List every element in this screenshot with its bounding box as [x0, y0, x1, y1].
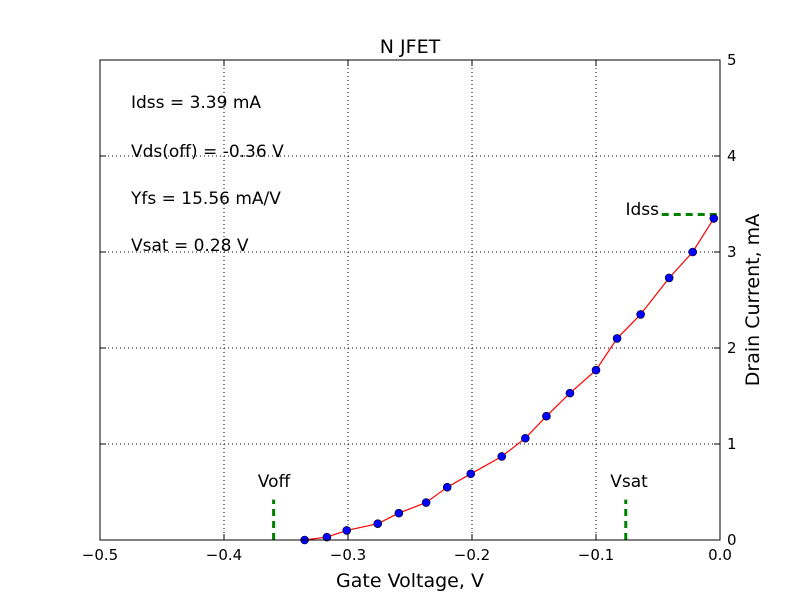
voff-label: Voff: [258, 472, 292, 492]
data-point: [709, 214, 719, 223]
plot-area: [100, 60, 720, 540]
annotation-yfs: Yfs = 15.56 mA/V: [130, 189, 281, 209]
data-point: [394, 508, 404, 518]
reference-lines: [272, 213, 720, 540]
x-tick-label: −0.4: [206, 546, 242, 564]
data-point: [466, 469, 476, 479]
y-tick-label: 1: [727, 435, 737, 453]
x-axis-label: Gate Voltage, V: [336, 570, 484, 592]
data-point: [542, 411, 551, 421]
y-tick-label: 5: [727, 51, 737, 69]
data-point: [688, 247, 698, 257]
data-point: [322, 532, 332, 542]
x-tick-label: −0.3: [330, 546, 366, 564]
data-point: [565, 388, 575, 398]
annotation-vsat: Vsat = 0.28 V: [131, 236, 249, 256]
annotation-vds-off: Vds(off) = -0.36 V: [131, 142, 284, 162]
data-point: [421, 498, 431, 507]
data-point: [521, 433, 530, 443]
data-point: [373, 519, 383, 528]
y-tick-label: 4: [727, 147, 737, 165]
x-tick-label: −0.2: [454, 546, 490, 564]
ticks: [99, 59, 721, 541]
data-point: [442, 482, 452, 492]
data-point: [664, 273, 674, 283]
data-point: [591, 365, 601, 375]
x-tick-label: −0.5: [82, 546, 118, 564]
data-point: [497, 452, 507, 461]
data-point: [612, 334, 622, 343]
plot-frame: [99, 59, 721, 541]
x-tick-label: 0.0: [708, 546, 732, 564]
tick-labels: −0.5 −0.4 −0.3 −0.2 −0.1 0.00 1 2 3 4 5: [82, 51, 737, 564]
y-tick-label: 0: [727, 531, 737, 549]
grid: [100, 60, 720, 540]
series-line: [304, 218, 715, 541]
data-point: [636, 310, 645, 319]
x-tick-label: −0.1: [578, 546, 614, 564]
y-tick-label: 3: [727, 243, 737, 261]
annotation-idss: Idss = 3.39 mA: [131, 93, 261, 113]
data-point: [342, 526, 352, 535]
vsat-label: Vsat: [610, 472, 648, 492]
chart-title: N JFET: [380, 36, 441, 58]
y-axis-label: Drain Current, mA: [742, 214, 764, 386]
y-tick-label: 2: [727, 339, 737, 357]
idss-label: Idss: [625, 200, 659, 220]
